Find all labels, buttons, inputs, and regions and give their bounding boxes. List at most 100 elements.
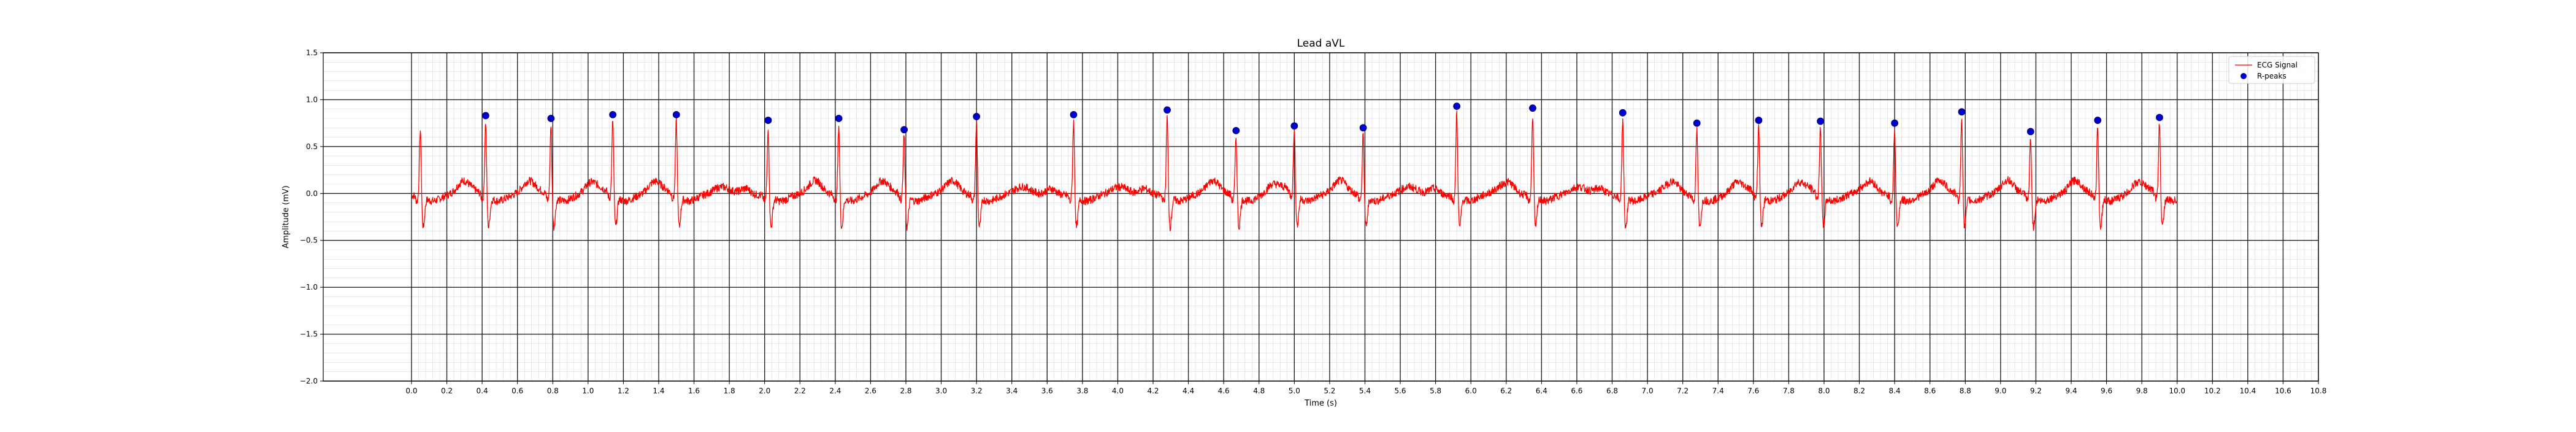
- x-tick-label: 5.8: [1430, 387, 1441, 395]
- ticks-layer: 0.0 0.2 0.4 0.6 0.8 1.0 1.2 1.4 1.6 1.8 2.0 2.2 2.4 2…: [300, 48, 2327, 395]
- x-tick-label: 3.4: [1006, 387, 1018, 395]
- x-tick-label: 1.8: [724, 387, 735, 395]
- r-peak-marker: [1529, 104, 1536, 112]
- x-tick-label: 10.0: [2169, 387, 2185, 395]
- x-tick-label: 5.6: [1394, 387, 1406, 395]
- x-tick-label: 10.6: [2275, 387, 2291, 395]
- legend: ECG Signal R-peaks: [2228, 56, 2315, 84]
- legend-r-peaks-label: R-peaks: [2257, 72, 2287, 80]
- legend-r-peaks-swatch: [2241, 73, 2247, 79]
- x-tick-label: 2.4: [829, 387, 841, 395]
- x-tick-label: 9.8: [2136, 387, 2148, 395]
- plot-frame: [323, 52, 2319, 382]
- x-axis-label: Time (s): [1304, 399, 1337, 408]
- legend-box: [2228, 56, 2315, 84]
- x-tick-label: 6.6: [1571, 387, 1582, 395]
- x-tick-label: 3.8: [1076, 387, 1088, 395]
- x-tick-label: 6.0: [1465, 387, 1477, 395]
- x-tick-label: 6.4: [1536, 387, 1547, 395]
- x-tick-label: 4.6: [1218, 387, 1230, 395]
- y-tick-label: 1.0: [306, 95, 318, 104]
- x-tick-label: 8.2: [1853, 387, 1865, 395]
- x-tick-label: 9.0: [1995, 387, 2006, 395]
- r-peak-marker: [1958, 108, 1966, 116]
- x-tick-label: 6.2: [1500, 387, 1512, 395]
- y-tick-label: −1.0: [300, 283, 318, 291]
- x-tick-label: 7.0: [1642, 387, 1654, 395]
- r-peak-marker: [609, 110, 617, 118]
- x-tick-label: 7.8: [1783, 387, 1795, 395]
- r-peak-marker: [1453, 102, 1461, 110]
- x-tick-label: 2.8: [900, 387, 911, 395]
- r-peak-marker: [481, 112, 489, 120]
- x-tick-label: 7.2: [1677, 387, 1689, 395]
- x-tick-label: 4.8: [1253, 387, 1265, 395]
- r-peaks-layer: [481, 102, 2163, 136]
- x-tick-label: 1.2: [618, 387, 629, 395]
- y-tick-label: −2.0: [300, 377, 318, 385]
- x-tick-label: 6.8: [1606, 387, 1618, 395]
- y-axis-label: Amplitude (mV): [282, 185, 291, 248]
- x-tick-label: 4.4: [1183, 387, 1194, 395]
- r-peak-marker: [547, 115, 555, 122]
- r-peak-marker: [1755, 117, 1763, 124]
- x-tick-label: 2.0: [759, 387, 770, 395]
- r-peak-marker: [1619, 109, 1627, 117]
- r-peak-marker: [1359, 124, 1367, 132]
- x-tick-label: 2.2: [794, 387, 806, 395]
- x-tick-label: 3.0: [935, 387, 947, 395]
- r-peak-marker: [2094, 117, 2102, 124]
- x-tick-label: 10.8: [2310, 387, 2327, 395]
- x-tick-label: 9.6: [2101, 387, 2112, 395]
- r-peak-marker: [1693, 119, 1701, 127]
- legend-ecg-label: ECG Signal: [2257, 61, 2298, 69]
- x-tick-label: 0.4: [477, 387, 488, 395]
- r-peak-marker: [1163, 106, 1171, 114]
- r-peak-marker: [1232, 126, 1240, 134]
- r-peak-marker: [900, 126, 908, 134]
- x-tick-label: 1.4: [653, 387, 664, 395]
- x-tick-label: 5.2: [1324, 387, 1335, 395]
- x-tick-label: 4.0: [1112, 387, 1124, 395]
- x-tick-label: 0.2: [441, 387, 453, 395]
- x-tick-label: 9.4: [2065, 387, 2077, 395]
- chart-title: Lead aVL: [1297, 37, 1345, 50]
- r-peak-marker: [1891, 119, 1898, 127]
- y-tick-label: 0.5: [306, 142, 318, 151]
- r-peak-marker: [1290, 122, 1298, 130]
- r-peak-marker: [2026, 128, 2034, 136]
- r-peak-marker: [672, 110, 680, 118]
- x-tick-label: 8.8: [1960, 387, 1971, 395]
- x-tick-label: 5.4: [1359, 387, 1371, 395]
- x-tick-label: 8.4: [1889, 387, 1901, 395]
- r-peak-marker: [2156, 114, 2163, 122]
- r-peak-marker: [1070, 110, 1078, 118]
- r-peak-marker: [1817, 117, 1825, 125]
- x-tick-label: 3.2: [971, 387, 983, 395]
- x-tick-label: 0.8: [547, 387, 559, 395]
- x-tick-label: 10.4: [2239, 387, 2256, 395]
- x-tick-label: 1.0: [582, 387, 594, 395]
- x-tick-label: 4.2: [1147, 387, 1159, 395]
- x-tick-label: 1.6: [688, 387, 700, 395]
- x-tick-label: 8.0: [1818, 387, 1830, 395]
- x-tick-label: 7.4: [1712, 387, 1724, 395]
- y-tick-label: −1.5: [300, 330, 318, 339]
- grid-layer: [323, 52, 2319, 382]
- x-tick-label: 8.6: [1924, 387, 1936, 395]
- x-tick-label: 3.6: [1041, 387, 1053, 395]
- y-tick-label: −0.5: [300, 236, 318, 245]
- x-tick-label: 2.6: [865, 387, 876, 395]
- x-tick-label: 9.2: [2030, 387, 2042, 395]
- x-tick-label: 5.0: [1289, 387, 1300, 395]
- x-tick-label: 7.6: [1747, 387, 1759, 395]
- x-tick-label: 0.0: [405, 387, 417, 395]
- x-tick-label: 10.2: [2204, 387, 2221, 395]
- r-peak-marker: [973, 113, 981, 120]
- r-peak-marker: [835, 115, 843, 122]
- y-tick-label: 0.0: [306, 189, 318, 198]
- x-tick-label: 0.6: [512, 387, 523, 395]
- y-tick-label: 1.5: [306, 48, 318, 57]
